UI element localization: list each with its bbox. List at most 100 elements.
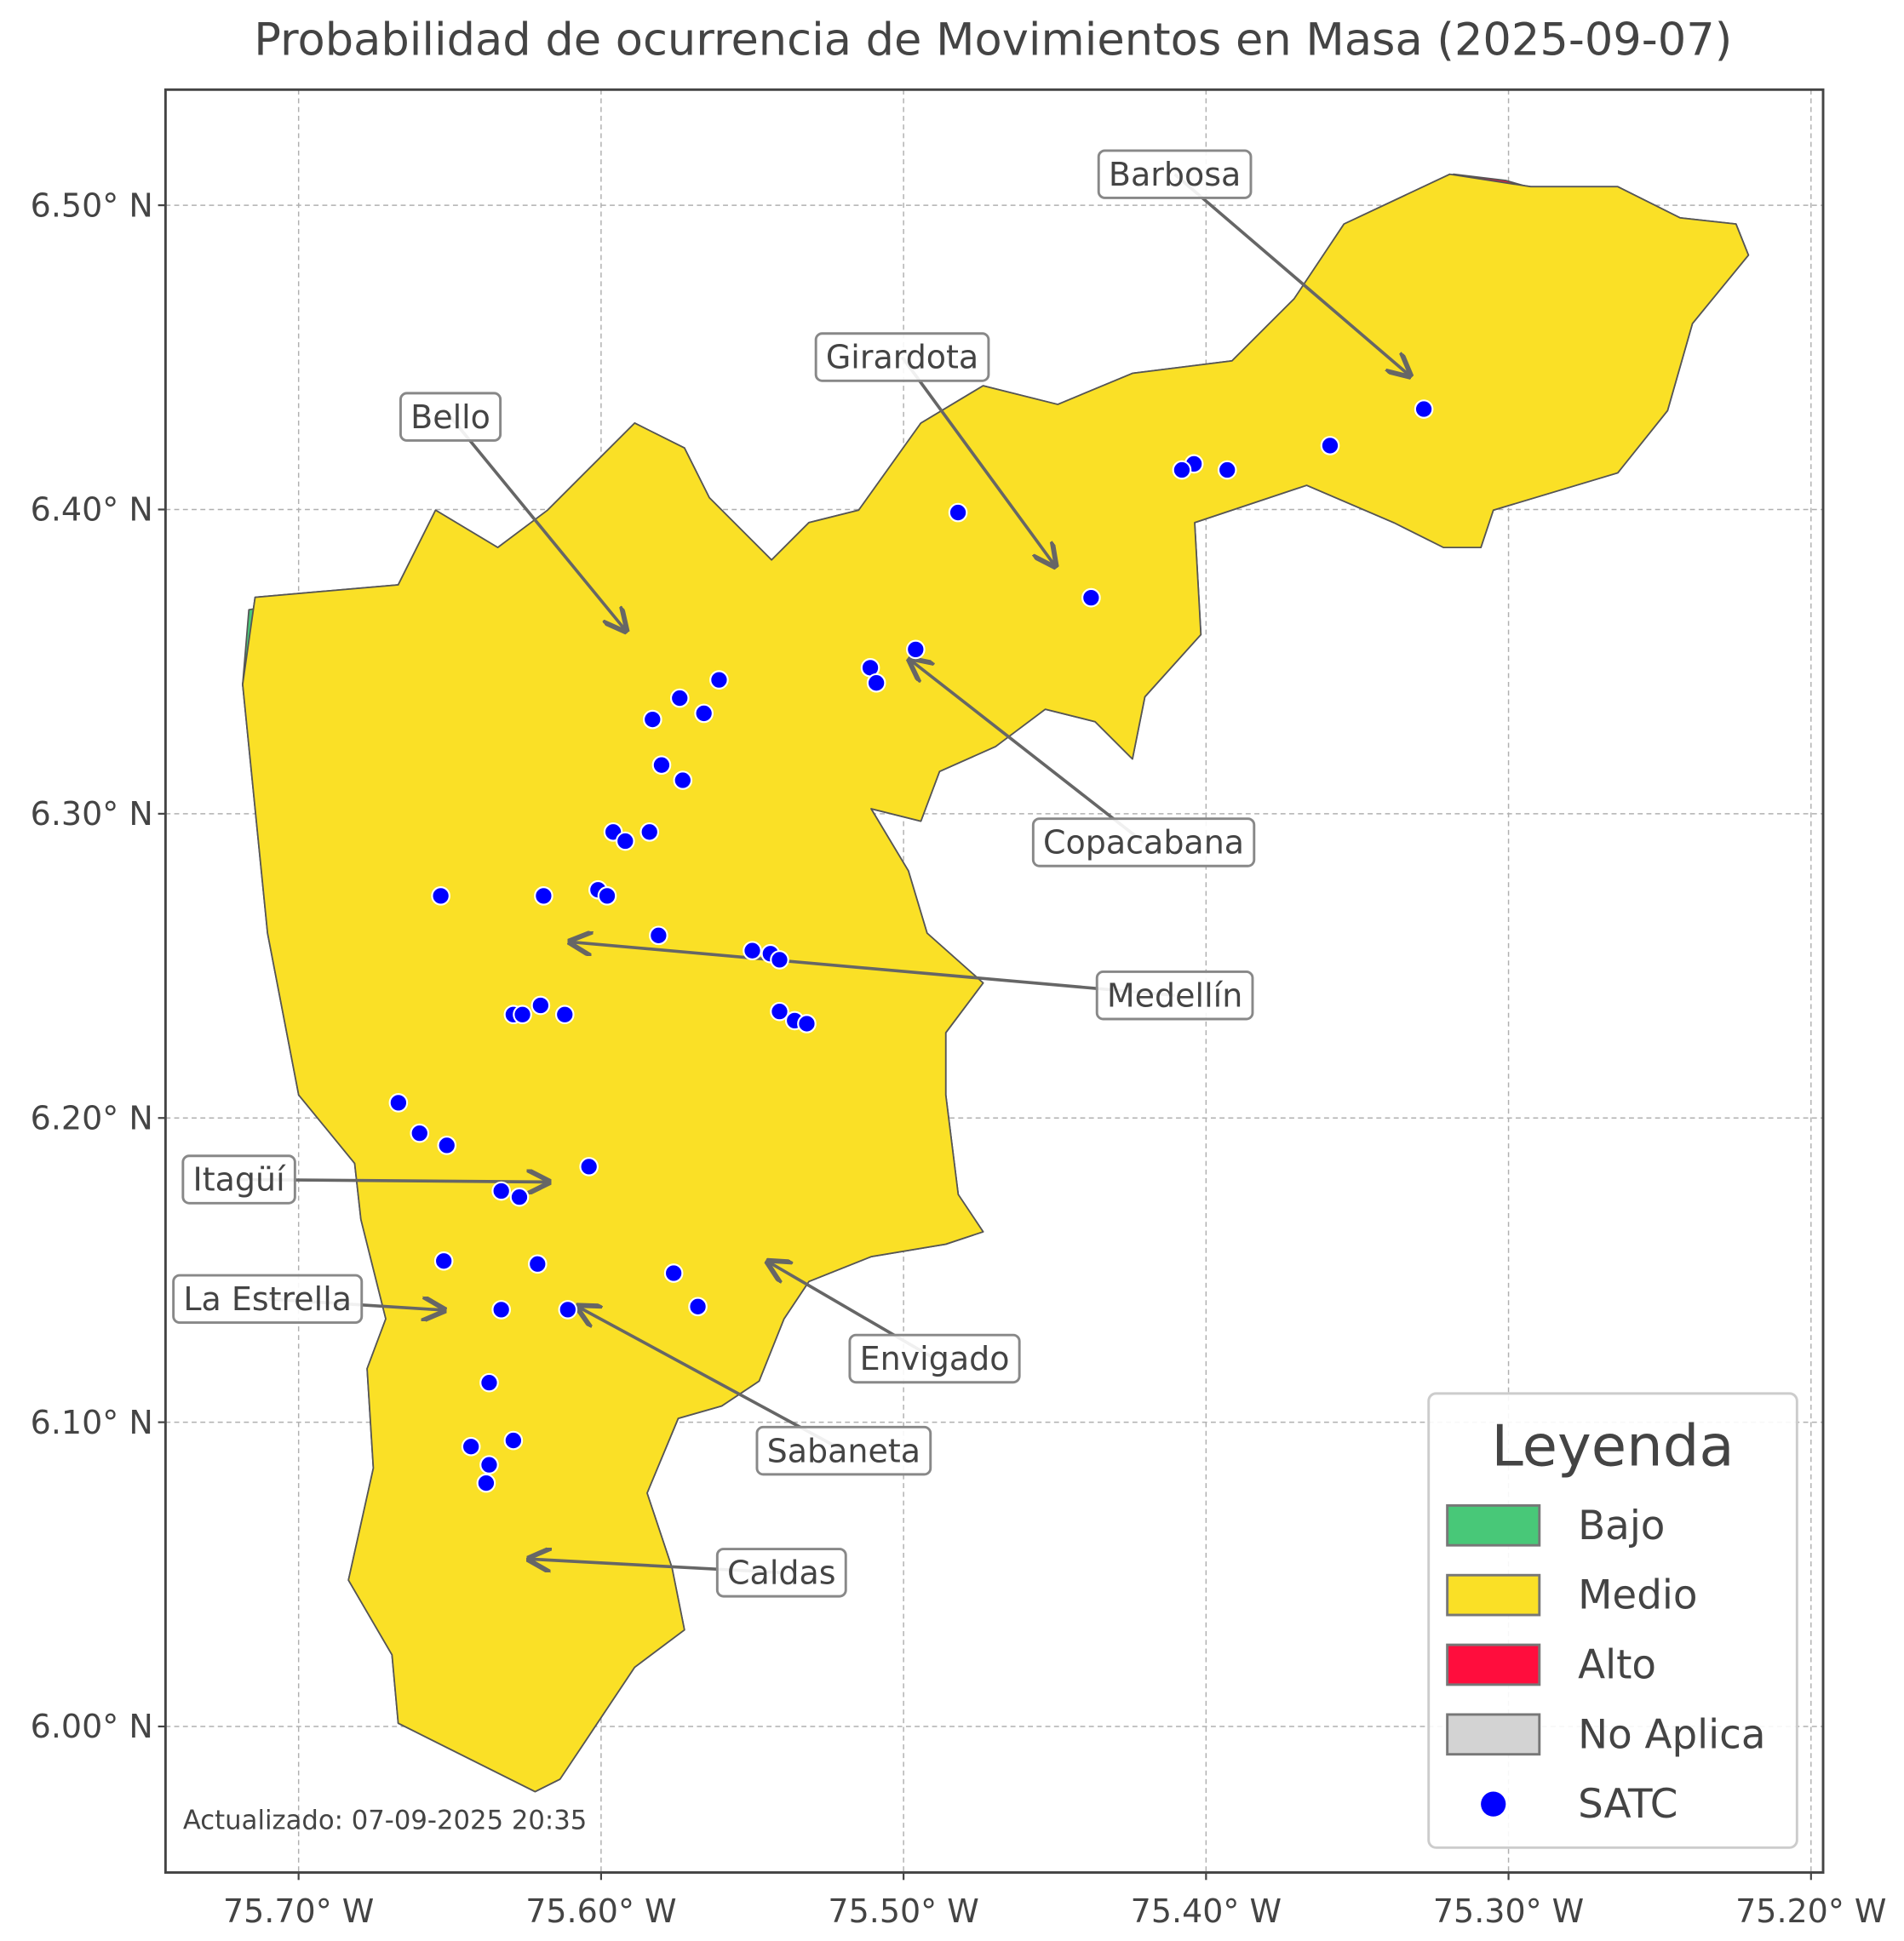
satc-point <box>688 1297 708 1317</box>
satc-points <box>388 399 1434 1493</box>
satc-point <box>527 1254 548 1274</box>
satc-point <box>503 1430 524 1451</box>
satc-point <box>437 1136 457 1155</box>
annotation-box <box>172 1274 364 1325</box>
satc-point <box>479 1455 499 1474</box>
satc-point <box>642 709 662 730</box>
satc-point <box>649 925 668 946</box>
satc-point <box>669 688 690 708</box>
annotation-box <box>814 332 990 382</box>
x-tick-label: 75.40° W <box>1131 1892 1282 1930</box>
annotation-box <box>848 1333 1021 1384</box>
legend-swatch <box>1446 1643 1541 1686</box>
annotation-label: Medellín <box>1107 976 1242 1014</box>
satc-point <box>673 770 693 790</box>
plot-frame <box>163 88 1825 1875</box>
annotation-arrow <box>570 942 1175 998</box>
annotation-arrow <box>449 415 626 631</box>
satc-point <box>906 639 926 660</box>
satc-point <box>509 1187 530 1207</box>
satc-point <box>388 1093 409 1113</box>
annotations: Barbosa Girardota Bello Copacabana Medellín I… <box>172 149 1410 1598</box>
annotation-box <box>755 1425 932 1476</box>
satc-point <box>579 1157 599 1177</box>
annotation-box <box>715 1548 847 1598</box>
legend-label: Medio <box>1578 1573 1697 1619</box>
annotation-box <box>1031 817 1256 867</box>
satc-point <box>534 886 553 906</box>
satc-point <box>663 1263 684 1283</box>
legend-label: Bajo <box>1578 1503 1665 1549</box>
satc-point <box>410 1123 430 1143</box>
satc-point <box>1172 460 1192 480</box>
satc-point <box>1320 436 1340 455</box>
annotation-label: Copacabana <box>1043 824 1244 862</box>
satc-point <box>1414 399 1434 419</box>
satc-point <box>615 831 635 851</box>
footer-note: Actualizado: 07-09-2025 20:35 <box>183 1806 587 1835</box>
satc-point <box>797 1014 817 1033</box>
annotation-label: Caldas <box>727 1554 836 1591</box>
legend: Leyenda Bajo Medio Alto No Aplica SATC <box>1427 1392 1798 1849</box>
satc-point <box>491 1300 511 1320</box>
satc-point <box>431 886 450 906</box>
annotation-arrow <box>1173 173 1410 376</box>
satc-point <box>866 673 886 693</box>
annotation-box <box>1095 970 1254 1021</box>
satc-point <box>770 950 789 970</box>
satc-point <box>513 1005 532 1025</box>
annotation-box <box>1097 149 1253 199</box>
y-tick-label: 6.50° N <box>31 186 153 224</box>
x-tick-label: 75.70° W <box>223 1892 374 1930</box>
legend-label: Alto <box>1578 1643 1656 1689</box>
annotation-arrow <box>909 660 1145 844</box>
satc-point <box>597 886 617 906</box>
satc-point <box>476 1473 496 1493</box>
satc-point <box>554 1005 575 1025</box>
satc-point <box>1081 587 1101 608</box>
legend-swatch <box>1446 1573 1541 1617</box>
satc-point <box>479 1372 499 1393</box>
legend-swatch <box>1446 1713 1541 1756</box>
annotation-arrow <box>901 356 1056 567</box>
satc-point <box>770 1001 789 1022</box>
satc-point <box>639 822 660 842</box>
satc-point <box>709 670 729 690</box>
y-tick-label: 6.40° N <box>31 491 153 529</box>
chart-title: Probabilidad de ocurrencia de Movimiento… <box>254 14 1732 66</box>
legend-label: No Aplica <box>1578 1712 1765 1758</box>
legend-marker <box>1481 1791 1506 1817</box>
satc-point <box>694 703 714 724</box>
legend-swatch <box>1446 1503 1541 1547</box>
annotation-label: Itagüí <box>193 1161 287 1199</box>
satc-point <box>461 1436 481 1457</box>
satc-point <box>433 1251 454 1271</box>
y-tick-label: 6.00° N <box>31 1708 153 1745</box>
y-tick-label: 6.10° N <box>31 1404 153 1441</box>
satc-point <box>491 1181 511 1201</box>
satc-point <box>948 502 968 523</box>
legend-title: Leyenda <box>1491 1413 1734 1480</box>
annotation-box <box>181 1154 296 1205</box>
annotation-label: Envigado <box>860 1340 1010 1377</box>
satc-point <box>1217 460 1237 480</box>
annotation-box <box>399 392 502 442</box>
y-tick-label: 6.30° N <box>31 795 153 833</box>
satc-point <box>651 755 672 776</box>
satc-point <box>530 995 551 1016</box>
annotation-label: Girardota <box>826 339 978 376</box>
annotation-label: Barbosa <box>1109 156 1241 193</box>
y-tick-label: 6.20° N <box>31 1099 153 1137</box>
satc-point <box>558 1300 578 1320</box>
x-tick-label: 75.50° W <box>828 1892 978 1930</box>
legend-label: SATC <box>1578 1782 1677 1828</box>
annotation-label: La Estrella <box>183 1280 352 1318</box>
x-tick-label: 75.30° W <box>1433 1892 1584 1930</box>
annotation-label: Sabaneta <box>767 1432 920 1469</box>
annotation-label: Bello <box>410 398 490 436</box>
x-tick-label: 75.60° W <box>525 1892 676 1930</box>
satc-point <box>743 941 762 961</box>
x-tick-label: 75.20° W <box>1735 1892 1886 1930</box>
